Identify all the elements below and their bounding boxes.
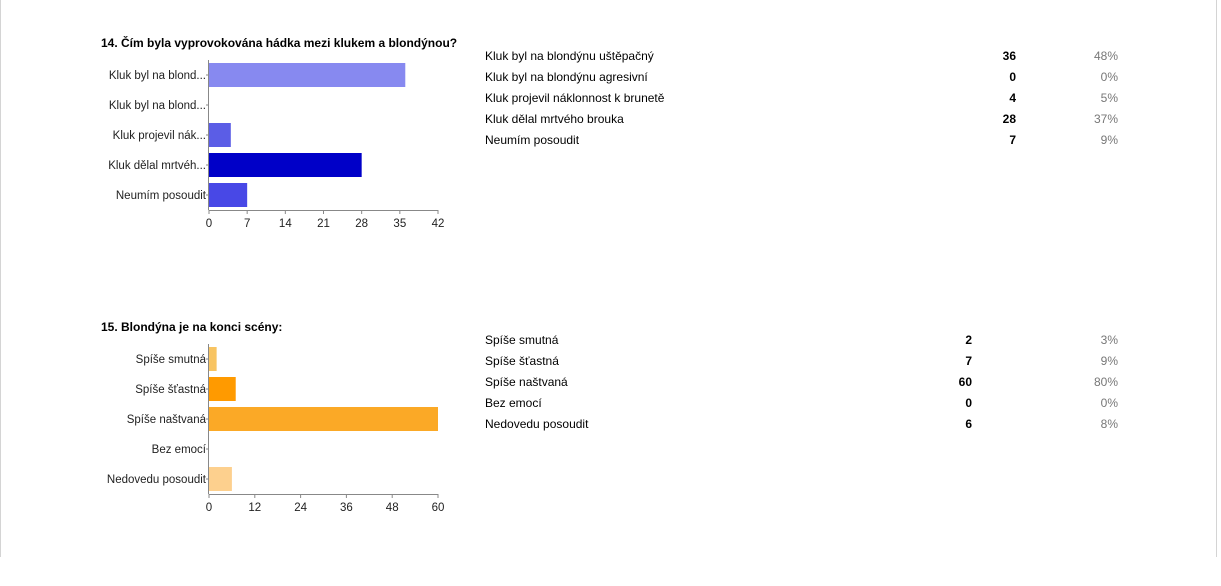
x-tick-label: 60 bbox=[432, 502, 445, 514]
answer-count: 60 bbox=[958, 375, 972, 389]
bar bbox=[209, 183, 248, 207]
table-row: Spíše šťastná 7 9% bbox=[485, 354, 1125, 375]
answer-label: Bez emocí bbox=[485, 396, 542, 410]
table-row: Bez emocí 0 0% bbox=[485, 396, 1125, 417]
bar bbox=[209, 407, 438, 431]
answer-count: 0 bbox=[965, 396, 972, 410]
answer-label: Kluk projevil náklonnost k brunetě bbox=[485, 91, 665, 105]
bar bbox=[209, 467, 232, 491]
question-15: 15. Blondýna je na konci scény: Spíše sm… bbox=[0, 316, 1221, 586]
table-row: Nedovedu posoudit 6 8% bbox=[485, 417, 1125, 438]
answer-percent: 37% bbox=[1093, 112, 1118, 126]
answer-percent: 3% bbox=[1100, 333, 1118, 347]
answer-label: Kluk dělal mrtvého brouka bbox=[485, 112, 624, 126]
answer-percent: 48% bbox=[1093, 49, 1118, 63]
answer-percent: 5% bbox=[1100, 91, 1118, 105]
question-14: 14. Čím byla vyprovokována hádka mezi kl… bbox=[0, 32, 1221, 302]
answer-count: 4 bbox=[1009, 91, 1016, 105]
answer-label: Kluk byl na blondýnu uštěpačný bbox=[485, 49, 654, 63]
answer-count: 28 bbox=[1002, 112, 1016, 126]
bar-chart: Spíše smutná Spíše šťastná Spíše naštvaná B… bbox=[107, 344, 445, 514]
x-tick-label: 28 bbox=[355, 218, 368, 230]
category-label: Spíše smutná bbox=[136, 354, 207, 366]
page-border-right bbox=[1216, 0, 1217, 557]
x-tick-label: 36 bbox=[340, 502, 353, 514]
table-row: Spíše naštvaná 60 80% bbox=[485, 375, 1125, 396]
answer-label: Spíše šťastná bbox=[485, 354, 559, 368]
answer-percent: 0% bbox=[1100, 70, 1118, 84]
category-label: Neumím posoudit bbox=[116, 190, 207, 202]
answer-count: 0 bbox=[1009, 70, 1016, 84]
bar bbox=[209, 377, 236, 401]
answer-count: 6 bbox=[965, 417, 972, 431]
answer-count: 36 bbox=[1002, 49, 1016, 63]
table-row: Neumím posoudit 7 9% bbox=[485, 133, 1125, 154]
category-label: Nedovedu posoudit bbox=[107, 474, 207, 486]
page-border-left bbox=[0, 0, 1, 557]
x-tick-label: 21 bbox=[317, 218, 330, 230]
bar bbox=[209, 123, 231, 147]
answer-count: 7 bbox=[1009, 133, 1016, 147]
answer-label: Neumím posoudit bbox=[485, 133, 580, 147]
x-tick-label: 0 bbox=[206, 502, 212, 514]
table-row: Kluk projevil náklonnost k brunetě 4 5% bbox=[485, 91, 1125, 112]
x-tick-label: 12 bbox=[248, 502, 261, 514]
table-row: Kluk dělal mrtvého brouka 28 37% bbox=[485, 112, 1125, 133]
question-title: 15. Blondýna je na konci scény: bbox=[101, 320, 283, 334]
answer-count: 7 bbox=[965, 354, 972, 368]
table-row: Spíše smutná 2 3% bbox=[485, 333, 1125, 354]
bar bbox=[209, 63, 406, 87]
answer-percent: 9% bbox=[1100, 354, 1118, 368]
category-label: Bez emocí bbox=[152, 444, 207, 456]
answer-percent: 8% bbox=[1100, 417, 1118, 431]
answer-percent: 9% bbox=[1100, 133, 1118, 147]
x-tick-label: 0 bbox=[206, 218, 212, 230]
category-label: Kluk dělal mrtvéh... bbox=[108, 160, 206, 172]
question-title: 14. Čím byla vyprovokována hádka mezi kl… bbox=[101, 36, 458, 50]
x-tick-label: 42 bbox=[432, 218, 445, 230]
category-label: Kluk byl na blond... bbox=[109, 100, 206, 112]
answer-percent: 0% bbox=[1100, 396, 1118, 410]
bar-chart: Kluk byl na blond... Kluk byl na blond...… bbox=[108, 60, 445, 230]
category-label: Kluk projevil nák... bbox=[113, 130, 206, 142]
x-tick-label: 24 bbox=[294, 502, 307, 514]
x-tick-label: 7 bbox=[244, 218, 250, 230]
category-label: Spíše naštvaná bbox=[127, 414, 207, 426]
category-label: Spíše šťastná bbox=[135, 384, 206, 396]
table-row: Kluk byl na blondýnu uštěpačný 36 48% bbox=[485, 49, 1125, 70]
x-tick-label: 35 bbox=[393, 218, 406, 230]
table-row: Kluk byl na blondýnu agresivní 0 0% bbox=[485, 70, 1125, 91]
bar bbox=[209, 153, 362, 177]
answer-label: Kluk byl na blondýnu agresivní bbox=[485, 70, 648, 84]
answer-label: Spíše naštvaná bbox=[485, 375, 568, 389]
answer-percent: 80% bbox=[1093, 375, 1118, 389]
x-tick-label: 48 bbox=[386, 502, 399, 514]
x-tick-label: 14 bbox=[279, 218, 292, 230]
bar bbox=[209, 347, 217, 371]
category-label: Kluk byl na blond... bbox=[109, 70, 206, 82]
answer-count: 2 bbox=[965, 333, 972, 347]
answer-label: Nedovedu posoudit bbox=[485, 417, 589, 431]
answer-label: Spíše smutná bbox=[485, 333, 559, 347]
